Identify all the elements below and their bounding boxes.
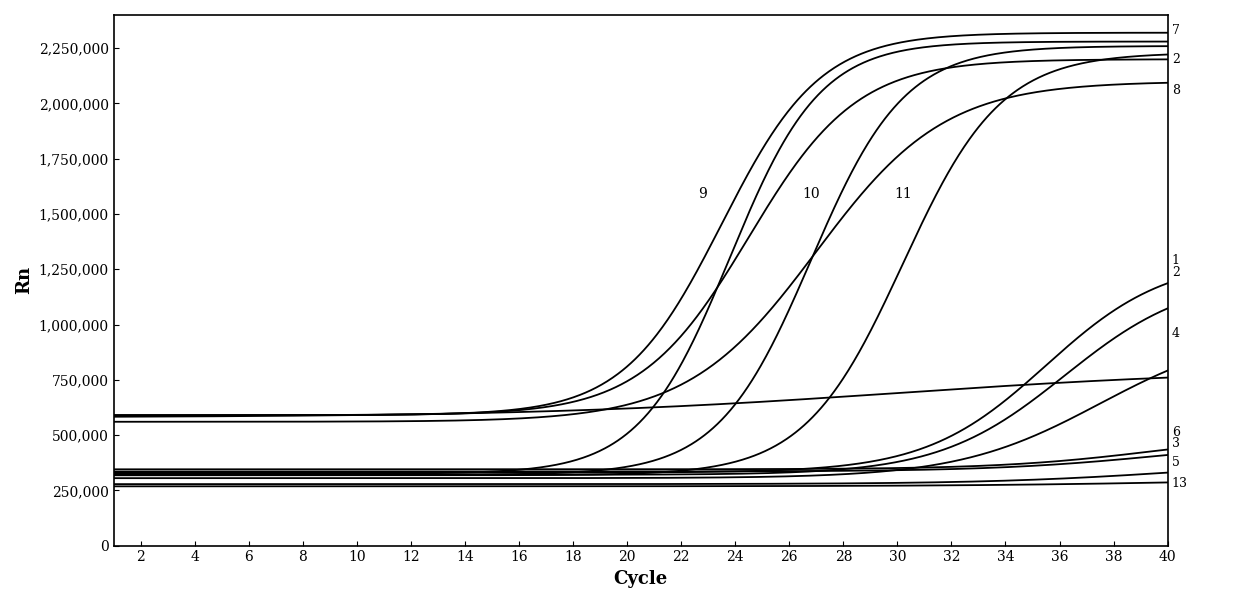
Text: 2: 2	[1172, 266, 1179, 279]
Text: 9: 9	[698, 187, 707, 201]
X-axis label: Cycle: Cycle	[614, 570, 668, 588]
Text: 4: 4	[1172, 327, 1179, 340]
Text: 8: 8	[1172, 84, 1179, 96]
Text: 10: 10	[802, 187, 820, 201]
Text: 11: 11	[894, 187, 911, 201]
Text: 2: 2	[1172, 52, 1179, 66]
Text: 5: 5	[1172, 456, 1179, 469]
Text: 1: 1	[1172, 254, 1179, 267]
Y-axis label: Rn: Rn	[15, 267, 33, 294]
Text: 3: 3	[1172, 437, 1179, 450]
Text: 6: 6	[1172, 426, 1179, 440]
Text: 7: 7	[1172, 24, 1179, 37]
Text: 13: 13	[1172, 476, 1188, 490]
